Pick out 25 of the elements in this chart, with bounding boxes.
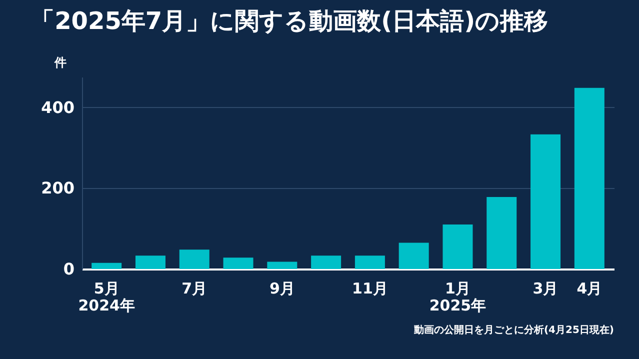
- bar: [179, 250, 210, 269]
- x-tick-label: 5月 2024年: [78, 280, 135, 314]
- bar: [135, 256, 166, 269]
- y-axis-title: 件: [54, 56, 66, 70]
- x-tick-label: 1月 2025年: [429, 280, 486, 314]
- bar: [398, 242, 429, 269]
- bar: [442, 224, 473, 269]
- y-tick-label: 200: [41, 178, 74, 198]
- x-tick-label: 3月: [532, 280, 558, 298]
- bar: [92, 262, 122, 269]
- bar: [486, 197, 517, 269]
- x-tick-label: 7月: [182, 280, 208, 298]
- chart-title: 「2025年7月」に関する動画数(日本語)の推移: [30, 7, 548, 35]
- bar: [311, 256, 342, 269]
- y-tick-label: 0: [63, 260, 74, 278]
- bar: [574, 88, 604, 269]
- bar: [530, 134, 561, 269]
- bar: [267, 262, 298, 269]
- bar: [223, 258, 254, 269]
- x-tick-label: 4月: [576, 280, 602, 298]
- text: 動画の公開日を月ごとに分析(4月25日現在): [412, 324, 614, 336]
- x-tick-label: 11月: [352, 280, 388, 298]
- bar: [354, 256, 385, 269]
- y-tick-label: 400: [41, 98, 74, 117]
- x-tick-label: 9月: [269, 280, 295, 298]
